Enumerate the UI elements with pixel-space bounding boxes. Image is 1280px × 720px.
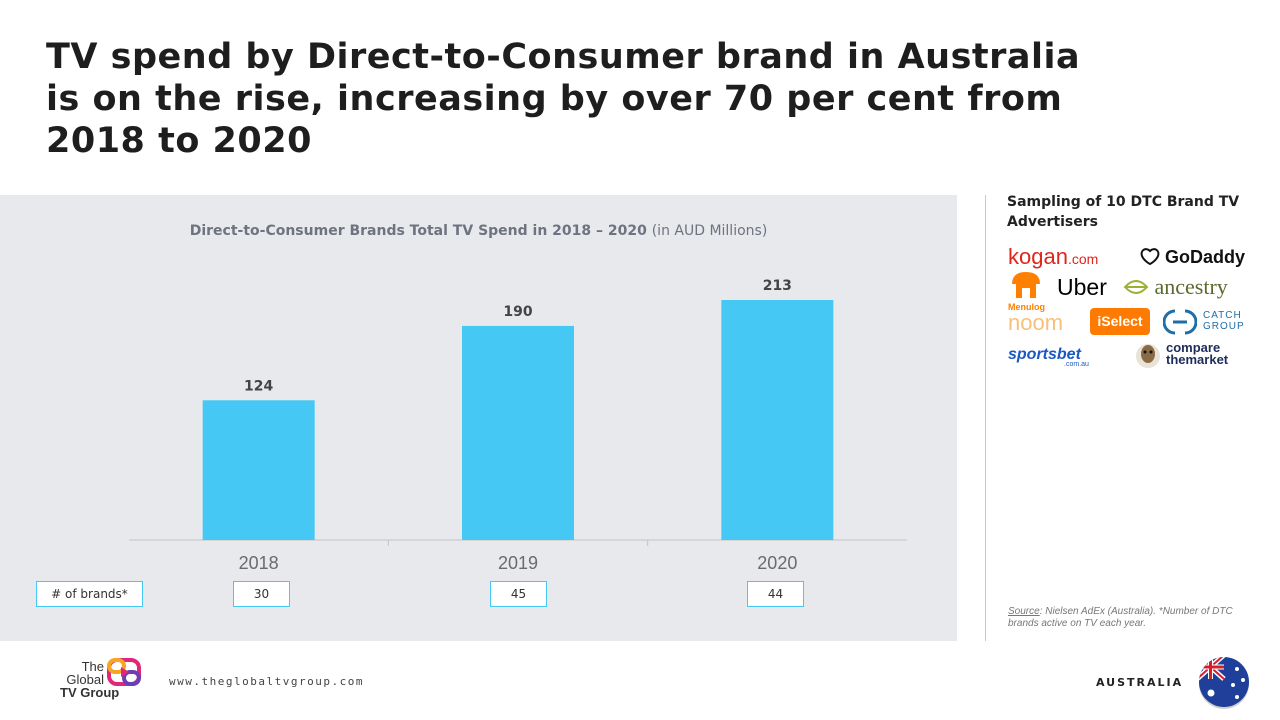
x-tick-label-2019: 2019	[498, 553, 538, 573]
bar-value-label-2020: 213	[763, 278, 792, 294]
brands-count-2018: 30	[233, 581, 290, 607]
sportsbet-logo-text: sportsbet	[1008, 346, 1081, 363]
source-label: Source	[1008, 606, 1040, 617]
uber-logo: Uber	[1057, 274, 1107, 300]
godaddy-logo: GoDaddy	[1140, 247, 1245, 268]
bar-2020	[721, 300, 834, 540]
x-tick-label-2018: 2018	[239, 553, 279, 573]
meerkat-icon	[1136, 344, 1160, 368]
compare-logo-line2: themarket	[1166, 352, 1229, 367]
catch-logo-line2: GROUP	[1203, 321, 1245, 332]
ancestry-leaf-icon	[1123, 280, 1149, 294]
chart-panel: Direct-to-Consumer Brands Total TV Spend…	[0, 195, 957, 641]
menulog-logo: Menulog	[1008, 270, 1048, 312]
ancestry-logo-text: ancestry	[1154, 274, 1228, 299]
kogan-logo-text: kogan	[1008, 244, 1068, 269]
catch-logo-line1: CATCH	[1203, 310, 1242, 321]
australia-flag-icon	[1199, 657, 1249, 709]
bar-2018	[202, 400, 315, 540]
noom-logo: noom	[1008, 310, 1064, 335]
chart-title: Direct-to-Consumer Brands Total TV Spend…	[0, 223, 957, 239]
sportsbet-logo-suffix: .com.au	[1064, 361, 1089, 368]
bar-value-label-2018: 124	[244, 378, 273, 394]
bar-2019	[462, 325, 574, 540]
footer-url[interactable]: www.theglobaltvgroup.com	[169, 675, 364, 688]
sidebar-divider	[985, 195, 986, 641]
bar-value-label-2019: 190	[503, 304, 532, 320]
brands-row-label: # of brands*	[36, 581, 143, 607]
source-text: : Nielsen AdEx (Australia). *Number of D…	[1008, 606, 1233, 629]
menulog-icon	[1012, 272, 1040, 298]
compare-logo-line1: compare	[1166, 340, 1221, 355]
godaddy-logo-text: GoDaddy	[1165, 247, 1246, 267]
brand-line3: TV Group	[60, 685, 120, 700]
chart-title-unit: (in AUD Millions)	[651, 223, 768, 239]
chart-title-main: Direct-to-Consumer Brands Total TV Spend…	[189, 223, 647, 239]
catch-icon	[1163, 309, 1197, 335]
brand-line1: The	[81, 659, 104, 674]
x-tick-label-2020: 2020	[757, 553, 797, 573]
ancestry-logo: ancestry	[1123, 274, 1228, 300]
global-tv-group-wordmark: The Global TV Group	[60, 659, 120, 700]
sidebar-heading: Sampling of 10 DTC Brand TV Advertisers	[1007, 194, 1240, 230]
global-tv-group-logo-icon	[107, 658, 141, 686]
kogan-logo: kogan.com	[1008, 244, 1098, 270]
bar-chart: 124 2018 190 2019 213 2020	[129, 278, 907, 573]
page-title: TV spend by Direct-to-Consumer brand in …	[46, 37, 1081, 161]
godaddy-icon	[1140, 248, 1160, 266]
menulog-logo-text: Menulog	[1008, 302, 1045, 312]
sportsbet-logo: sportsbet .com.au	[1008, 346, 1089, 368]
iselect-logo: iSelect	[1090, 308, 1150, 335]
brands-count-2020: 44	[747, 581, 804, 607]
brand-line2: Global	[66, 672, 104, 687]
country-label: AUSTRALIA	[1096, 676, 1184, 689]
source-note: Source: Nielsen AdEx (Australia). *Numbe…	[1008, 606, 1248, 630]
kogan-logo-suffix: .com	[1067, 251, 1099, 267]
brands-count-2019: 45	[490, 581, 547, 607]
